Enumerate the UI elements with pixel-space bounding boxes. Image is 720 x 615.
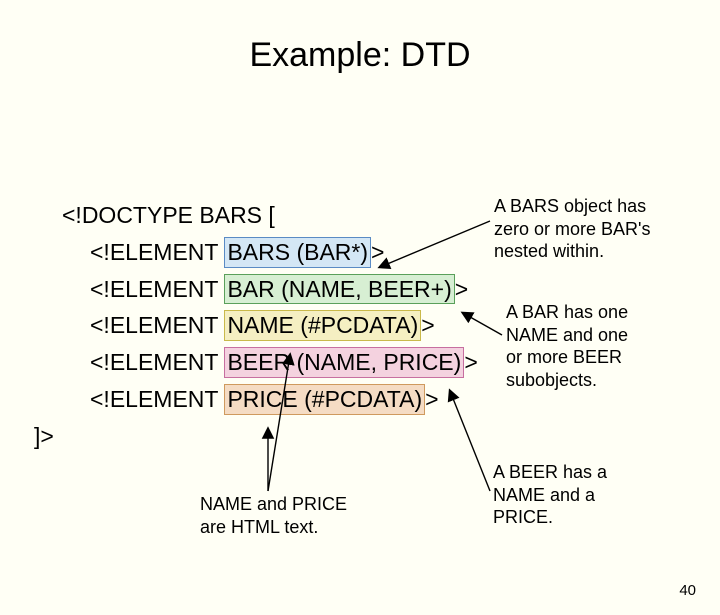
annotation-line: zero or more BAR's [494,219,650,239]
slide-body: <!DOCTYPE BARS [ <!ELEMENT BARS (BAR*)> … [0,75,720,615]
annotation-line: NAME and one [506,325,628,345]
page-number: 40 [679,582,696,599]
code-fragment: > [421,312,434,338]
code-fragment: <!ELEMENT [90,239,224,265]
code-fragment: <!ELEMENT [90,386,224,412]
annotation-line: A BEER has a [493,462,607,482]
annotation-html-text: NAME and PRICE are HTML text. [200,493,347,538]
code-line-4: <!ELEMENT NAME (#PCDATA)> [62,307,478,344]
highlight-name: NAME (#PCDATA) [224,310,421,341]
code-line-3: <!ELEMENT BAR (NAME, BEER+)> [62,271,478,308]
slide-title: Example: DTD [0,0,720,75]
annotation-line: or more BEER [506,347,622,367]
code-fragment: > [371,239,384,265]
code-fragment: > [464,349,477,375]
annotation-line: A BARS object has [494,196,646,216]
annotation-line: nested within. [494,241,604,261]
annotation-line: NAME and a [493,485,595,505]
code-line-1: <!DOCTYPE BARS [ [62,197,478,234]
annotation-line: A BAR has one [506,302,628,322]
highlight-bars: BARS (BAR*) [224,237,371,268]
annotation-bars: A BARS object has zero or more BAR's nes… [494,195,689,263]
code-fragment: > [425,386,438,412]
highlight-beer: BEER (NAME, PRICE) [224,347,464,378]
code-line-6: <!ELEMENT PRICE (#PCDATA)> [62,381,478,418]
code-fragment: <!ELEMENT [90,276,224,302]
annotation-line: NAME and PRICE [200,494,347,514]
annotation-bar: A BAR has one NAME and one or more BEER … [506,301,701,391]
code-line-2: <!ELEMENT BARS (BAR*)> [62,234,478,271]
highlight-bar: BAR (NAME, BEER+) [224,274,454,305]
annotation-line: PRICE. [493,507,553,527]
annotation-line: subobjects. [506,370,597,390]
dtd-code-block: <!DOCTYPE BARS [ <!ELEMENT BARS (BAR*)> … [62,197,478,455]
code-line-7: ]> [34,418,478,455]
code-line-5: <!ELEMENT BEER (NAME, PRICE)> [62,344,478,381]
code-fragment: <!ELEMENT [90,312,224,338]
highlight-price: PRICE (#PCDATA) [224,384,425,415]
annotation-beer: A BEER has a NAME and a PRICE. [493,461,688,529]
code-fragment: <!ELEMENT [90,349,224,375]
code-fragment: > [455,276,468,302]
annotation-line: are HTML text. [200,517,318,537]
